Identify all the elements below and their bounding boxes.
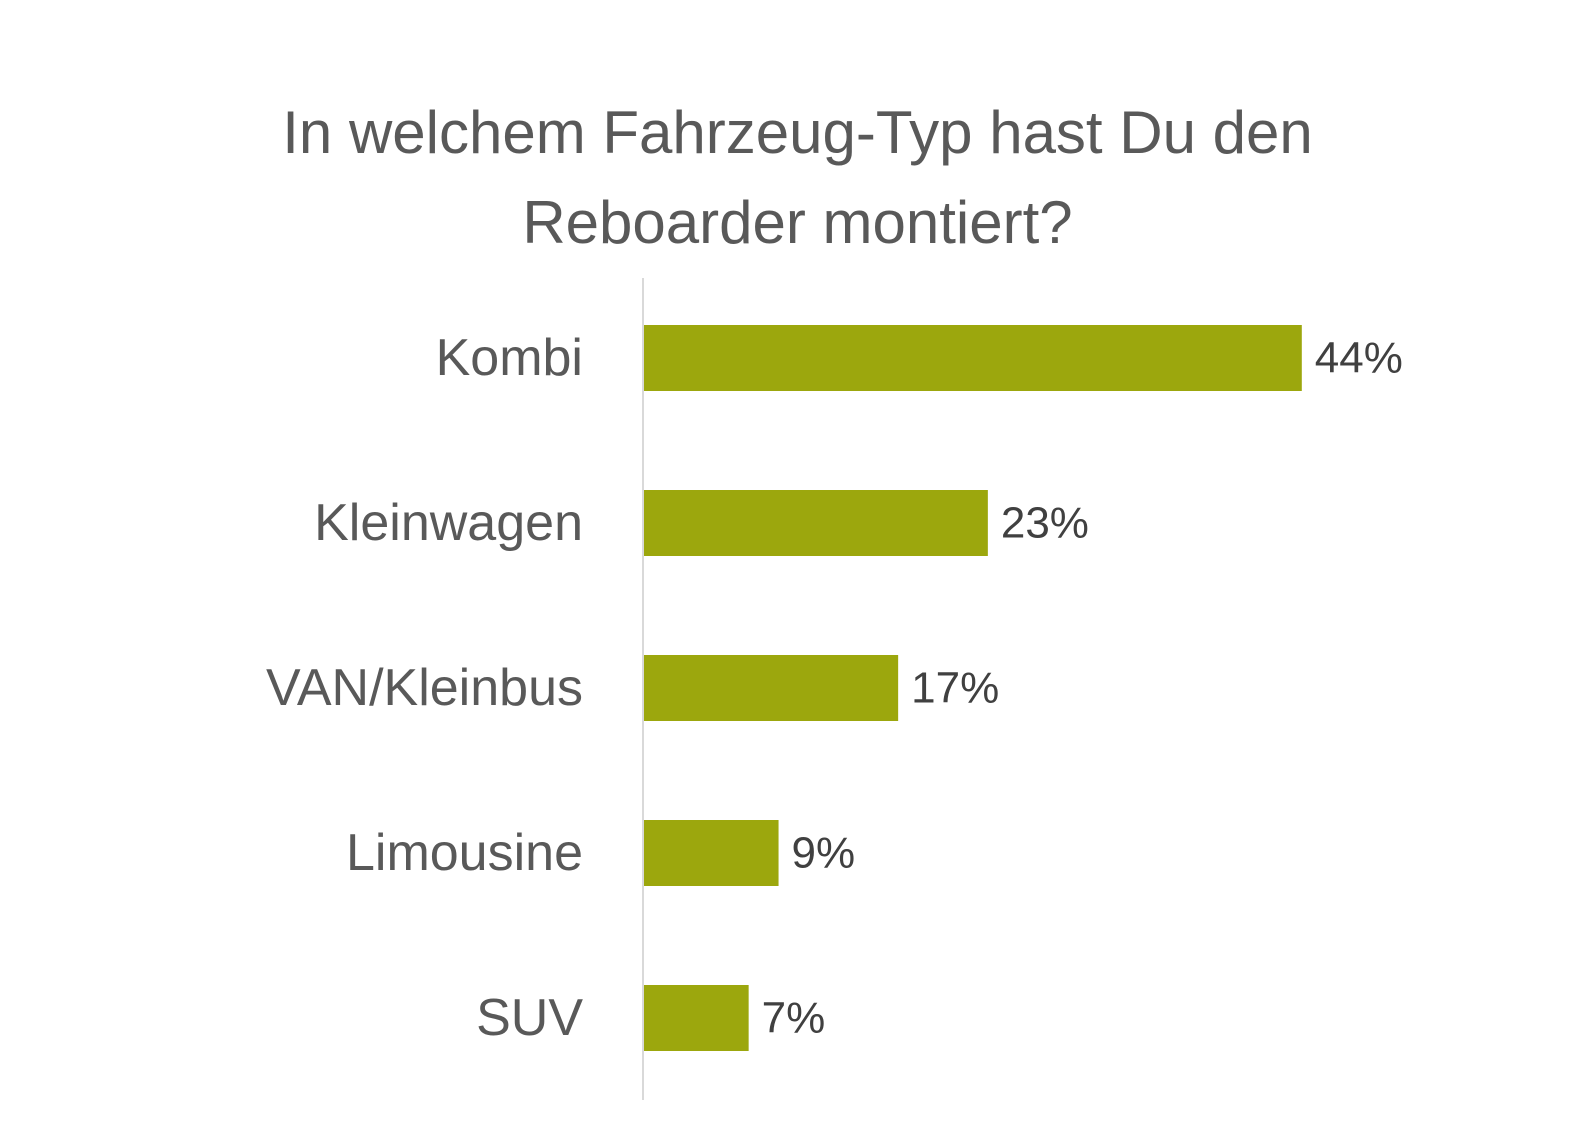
category-labels: Kombi Kleinwagen VAN/Kleinbus Limousine SUV	[266, 329, 583, 1047]
data-label-van-kleinbus: 17%	[911, 664, 999, 713]
chart-title-text: In welchem Fahrzeug-Typ hast Du den Rebo…	[282, 99, 1313, 256]
data-labels: 44% 23% 17% 9% 7%	[762, 334, 1403, 1043]
bar-suv	[644, 985, 749, 1051]
data-label-kleinwagen: 23%	[1001, 499, 1089, 548]
bar-kombi	[644, 325, 1302, 391]
category-label-kombi: Kombi	[436, 329, 583, 387]
category-label-limousine: Limousine	[346, 824, 583, 882]
data-label-suv: 7%	[762, 994, 826, 1043]
category-label-van-kleinbus: VAN/Kleinbus	[266, 659, 583, 717]
data-label-kombi: 44%	[1315, 334, 1403, 383]
bar-van-kleinbus	[644, 655, 899, 721]
bar-kleinwagen	[644, 490, 988, 556]
chart-title: In welchem Fahrzeug-Typ hast Du den Rebo…	[0, 88, 1595, 268]
data-label-limousine: 9%	[792, 829, 856, 878]
bars-group	[644, 325, 1302, 1051]
bar-limousine	[644, 820, 779, 886]
category-label-suv: SUV	[476, 989, 583, 1047]
category-label-kleinwagen: Kleinwagen	[314, 494, 583, 552]
